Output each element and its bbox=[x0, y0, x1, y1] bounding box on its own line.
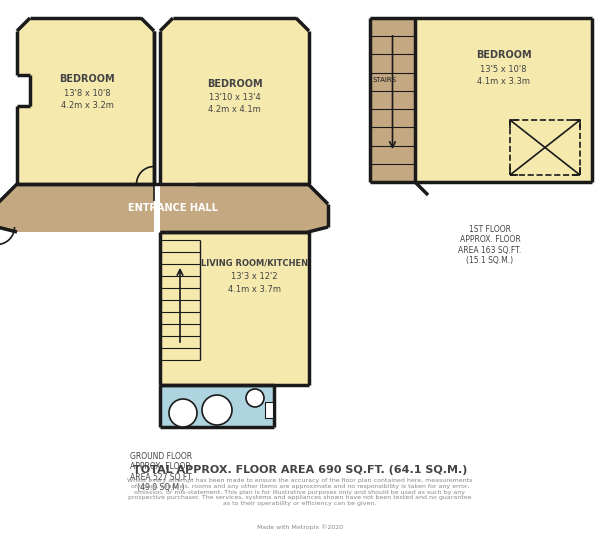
Bar bbox=[160, 385, 274, 427]
Text: 13'10 x 13'4: 13'10 x 13'4 bbox=[209, 93, 260, 102]
Text: Made with Metropix ©2020: Made with Metropix ©2020 bbox=[257, 524, 343, 530]
Bar bbox=[370, 18, 592, 182]
Circle shape bbox=[202, 395, 232, 425]
Text: GROUND FLOOR
APPROX. FLOOR
AREA 527 SQ.FT.
   (49.0 SQ.M.): GROUND FLOOR APPROX. FLOOR AREA 527 SQ.F… bbox=[130, 452, 193, 492]
Text: 13'5 x 10'8: 13'5 x 10'8 bbox=[480, 65, 527, 74]
Text: BEDROOM: BEDROOM bbox=[206, 79, 262, 89]
Text: 1ST FLOOR
APPROX. FLOOR
AREA 163 SQ.FT.
(15.1 SQ.M.): 1ST FLOOR APPROX. FLOOR AREA 163 SQ.FT. … bbox=[458, 225, 521, 265]
Text: 4.1m x 3.7m: 4.1m x 3.7m bbox=[228, 285, 281, 294]
Polygon shape bbox=[0, 184, 328, 232]
Text: 4.1m x 3.3m: 4.1m x 3.3m bbox=[477, 77, 530, 86]
Text: TOTAL APPROX. FLOOR AREA 690 SQ.FT. (64.1 SQ.M.): TOTAL APPROX. FLOOR AREA 690 SQ.FT. (64.… bbox=[133, 465, 467, 475]
Text: ENTRANCE HALL: ENTRANCE HALL bbox=[128, 203, 218, 213]
Text: LIVING ROOM/KITCHEN: LIVING ROOM/KITCHEN bbox=[201, 259, 308, 268]
Text: BEDROOM: BEDROOM bbox=[59, 74, 115, 84]
Circle shape bbox=[169, 399, 197, 427]
Bar bbox=[370, 18, 415, 182]
Bar bbox=[510, 120, 580, 175]
Text: STAIRS: STAIRS bbox=[373, 77, 397, 84]
Text: 13'3 x 12'2: 13'3 x 12'2 bbox=[231, 272, 278, 281]
Text: Whilst every attempt has been made to ensure the accuracy of the floor plan cont: Whilst every attempt has been made to en… bbox=[127, 478, 473, 506]
Text: 13'8 x 10'8: 13'8 x 10'8 bbox=[64, 88, 110, 98]
Text: BEDROOM: BEDROOM bbox=[476, 50, 532, 60]
Polygon shape bbox=[160, 18, 309, 184]
Text: 4.2m x 4.1m: 4.2m x 4.1m bbox=[208, 106, 261, 114]
Text: 4.2m x 3.2m: 4.2m x 3.2m bbox=[61, 100, 113, 109]
Polygon shape bbox=[17, 18, 154, 184]
Bar bbox=[160, 232, 309, 385]
Circle shape bbox=[246, 389, 264, 407]
Bar bbox=[265, 402, 273, 418]
